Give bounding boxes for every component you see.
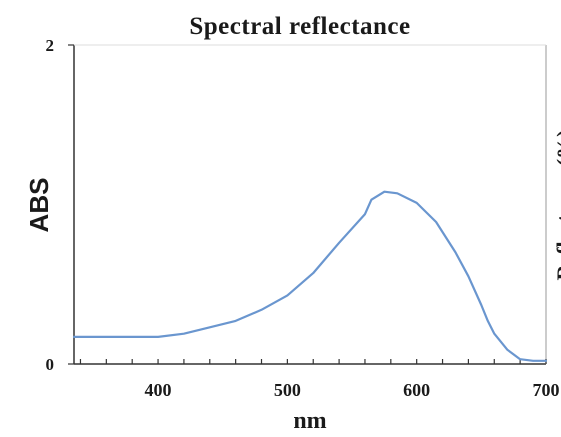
- tick-marks: [68, 44, 547, 365]
- x-axis-label: nm: [293, 408, 326, 434]
- series-line: [72, 190, 548, 362]
- x-tick-label: 400: [145, 380, 172, 400]
- tick-labels: 400 500 600 700 0 2: [46, 36, 560, 400]
- y-axis-label: ABS: [24, 178, 54, 233]
- plot-axes: [73, 44, 547, 365]
- x-tick-label: 600: [403, 380, 430, 400]
- x-tick-label: 500: [274, 380, 301, 400]
- chart-title: Spectral reflectance: [189, 13, 410, 40]
- y-tick-label: 0: [46, 355, 55, 374]
- y2-axis-label: Reflectance (%): [552, 130, 561, 281]
- x-tick-label: 700: [533, 380, 560, 400]
- y-tick-label: 2: [46, 36, 55, 55]
